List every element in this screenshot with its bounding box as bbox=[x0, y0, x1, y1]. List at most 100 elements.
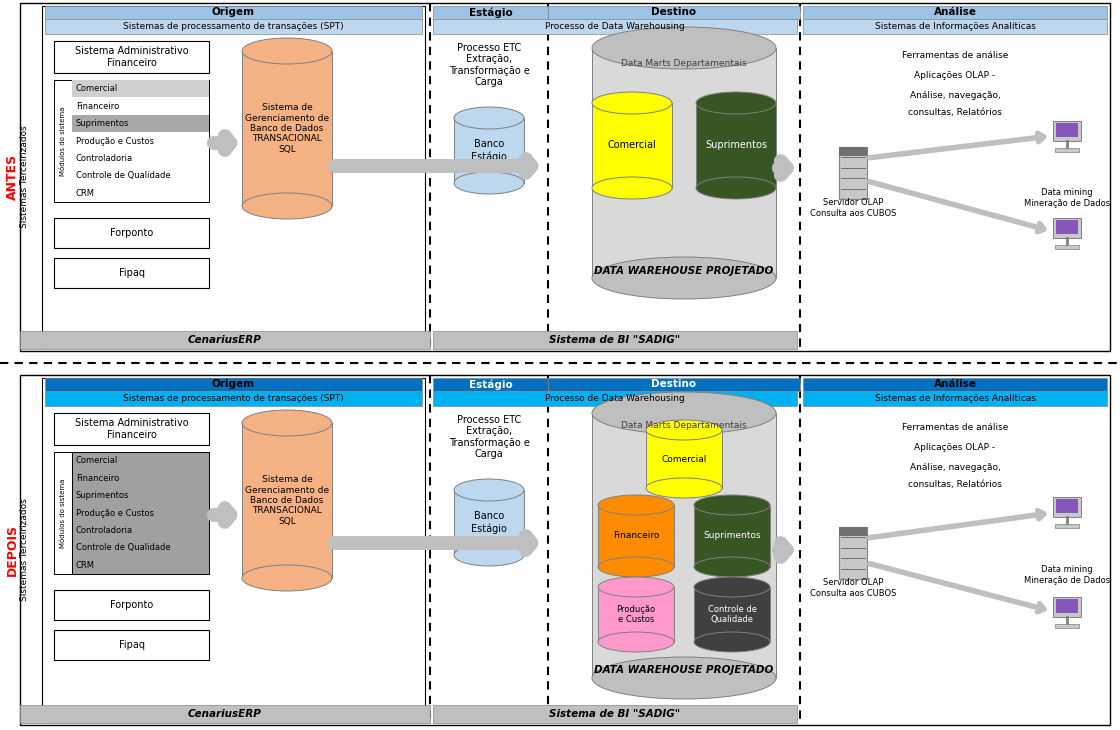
Text: Controle de
Qualidade: Controle de Qualidade bbox=[708, 604, 756, 624]
Ellipse shape bbox=[592, 92, 672, 114]
Text: Data mining
Mineração de Dados: Data mining Mineração de Dados bbox=[1024, 565, 1110, 585]
Bar bbox=[433, 391, 797, 406]
Text: DATA WAREHOUSE PROJETADO: DATA WAREHOUSE PROJETADO bbox=[595, 665, 774, 675]
Text: Sistemas de processamento de transações (SPT): Sistemas de processamento de transações … bbox=[123, 22, 344, 31]
Text: Sistemas Terceirizados: Sistemas Terceirizados bbox=[20, 499, 29, 602]
Ellipse shape bbox=[242, 193, 332, 219]
Bar bbox=[1055, 245, 1079, 249]
Bar bbox=[54, 630, 209, 660]
Text: Produção
e Custos: Produção e Custos bbox=[616, 604, 655, 624]
Text: Origem: Origem bbox=[212, 380, 255, 389]
Bar bbox=[72, 115, 209, 132]
Text: Processo de Data Warehousing: Processo de Data Warehousing bbox=[545, 393, 684, 403]
Text: Destino: Destino bbox=[652, 380, 697, 389]
Ellipse shape bbox=[592, 392, 776, 434]
Ellipse shape bbox=[696, 177, 776, 199]
Text: Aplicações OLAP -: Aplicações OLAP - bbox=[914, 442, 996, 451]
Text: CenariusERP: CenariusERP bbox=[188, 335, 262, 345]
Bar bbox=[839, 147, 867, 199]
Text: Fipaq: Fipaq bbox=[119, 268, 144, 278]
Text: Módulos do sistema: Módulos do sistema bbox=[60, 478, 66, 548]
Text: Sistema de
Gerenciamento de
Banco de Dados
TRANSACIONAL
SQL: Sistema de Gerenciamento de Banco de Dad… bbox=[245, 475, 329, 526]
Bar bbox=[72, 452, 209, 574]
Ellipse shape bbox=[592, 257, 776, 299]
Bar bbox=[548, 378, 800, 391]
Polygon shape bbox=[592, 413, 776, 678]
Ellipse shape bbox=[242, 410, 332, 436]
Text: Estágio: Estágio bbox=[468, 379, 512, 390]
Text: Data mining
Mineração de Dados: Data mining Mineração de Dados bbox=[1024, 188, 1110, 208]
Bar bbox=[839, 147, 867, 156]
Bar bbox=[45, 18, 422, 34]
Bar bbox=[54, 218, 209, 248]
Ellipse shape bbox=[598, 577, 674, 597]
Text: Banco
Estágio: Banco Estágio bbox=[472, 512, 507, 534]
Text: Servidor OLAP
Consulta aos CUBOS: Servidor OLAP Consulta aos CUBOS bbox=[810, 578, 896, 598]
Text: Sistemas Terceirizados: Sistemas Terceirizados bbox=[20, 126, 29, 228]
Ellipse shape bbox=[646, 420, 722, 440]
Bar bbox=[72, 167, 209, 185]
Bar bbox=[54, 413, 209, 445]
Bar bbox=[1054, 597, 1081, 618]
Bar bbox=[54, 590, 209, 620]
Bar bbox=[54, 258, 209, 288]
Text: Forponto: Forponto bbox=[110, 228, 153, 238]
Polygon shape bbox=[694, 505, 771, 567]
Ellipse shape bbox=[592, 657, 776, 699]
Text: Financeiro: Financeiro bbox=[76, 101, 119, 111]
Bar bbox=[20, 705, 430, 723]
Text: Controladoria: Controladoria bbox=[76, 526, 133, 535]
Polygon shape bbox=[454, 118, 524, 183]
Bar bbox=[1056, 123, 1077, 137]
Bar bbox=[20, 3, 1110, 351]
Bar bbox=[45, 391, 422, 406]
Polygon shape bbox=[696, 103, 776, 188]
Text: Data Marts Departamentais: Data Marts Departamentais bbox=[622, 58, 747, 67]
Text: Análise: Análise bbox=[933, 380, 977, 389]
Bar bbox=[1055, 524, 1079, 528]
Ellipse shape bbox=[242, 565, 332, 591]
Text: DATA WAREHOUSE PROJETADO: DATA WAREHOUSE PROJETADO bbox=[595, 266, 774, 276]
Bar bbox=[20, 331, 430, 349]
Polygon shape bbox=[242, 51, 332, 206]
Polygon shape bbox=[592, 103, 672, 188]
Text: Controle de Qualidade: Controle de Qualidade bbox=[76, 172, 170, 180]
Text: Produção e Custos: Produção e Custos bbox=[76, 509, 153, 518]
Text: Produção e Custos: Produção e Custos bbox=[76, 137, 153, 145]
Text: ANTES: ANTES bbox=[6, 154, 19, 200]
Text: Processo de Data Warehousing: Processo de Data Warehousing bbox=[545, 22, 684, 31]
Bar bbox=[72, 185, 209, 202]
Polygon shape bbox=[454, 490, 524, 555]
Text: Comercial: Comercial bbox=[608, 140, 656, 150]
Bar bbox=[803, 378, 1107, 391]
Text: CRM: CRM bbox=[76, 189, 95, 198]
Text: Suprimentos: Suprimentos bbox=[703, 531, 760, 540]
Bar bbox=[1056, 599, 1077, 612]
Text: consultas, Relatórios: consultas, Relatórios bbox=[908, 480, 1002, 490]
Text: Processo ETC
Extração,
Transformação e
Carga: Processo ETC Extração, Transformação e C… bbox=[449, 42, 530, 88]
Text: Sistemas de processamento de transações (SPT): Sistemas de processamento de transações … bbox=[123, 393, 344, 403]
Bar bbox=[1056, 499, 1077, 512]
Ellipse shape bbox=[592, 27, 776, 69]
Ellipse shape bbox=[598, 495, 674, 515]
Text: Suprimentos: Suprimentos bbox=[76, 119, 130, 128]
Ellipse shape bbox=[694, 577, 771, 597]
Bar bbox=[433, 18, 797, 34]
Bar bbox=[1054, 121, 1081, 142]
Text: Sistema de BI "SADIG": Sistema de BI "SADIG" bbox=[550, 335, 681, 345]
Text: Sistemas de Informações Analíticas: Sistemas de Informações Analíticas bbox=[875, 22, 1035, 31]
Bar bbox=[433, 378, 548, 391]
Bar bbox=[20, 375, 1110, 725]
Text: Forponto: Forponto bbox=[110, 600, 153, 610]
Bar bbox=[548, 6, 800, 18]
Bar bbox=[72, 97, 209, 115]
Bar bbox=[72, 150, 209, 167]
Text: Origem: Origem bbox=[212, 7, 255, 18]
Bar bbox=[1055, 624, 1079, 628]
Text: Sistema de BI "SADIG": Sistema de BI "SADIG" bbox=[550, 709, 681, 719]
Text: Análise, navegação,: Análise, navegação, bbox=[909, 91, 1000, 99]
Text: CenariusERP: CenariusERP bbox=[188, 709, 262, 719]
Bar bbox=[803, 18, 1107, 34]
Text: Data Marts Departamentais: Data Marts Departamentais bbox=[622, 420, 747, 429]
Polygon shape bbox=[598, 587, 674, 642]
